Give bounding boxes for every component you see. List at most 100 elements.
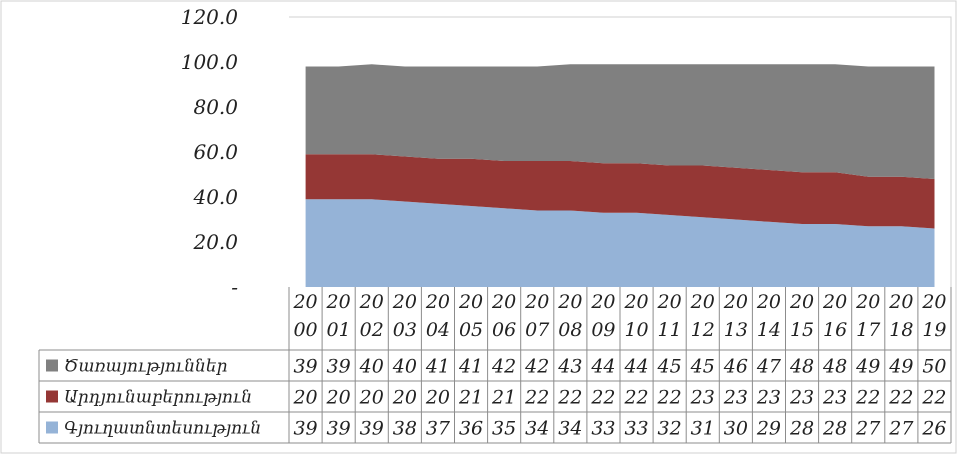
category-label-bottom: 01 xyxy=(327,319,351,341)
category-label-bottom: 07 xyxy=(525,319,550,341)
category-label-top: 20 xyxy=(557,291,582,313)
y-tick-label: 80.0 xyxy=(193,95,238,119)
data-value: 32 xyxy=(658,418,682,440)
category-label-bottom: 12 xyxy=(691,319,715,341)
category-label-bottom: 19 xyxy=(922,319,946,341)
data-value: 23 xyxy=(822,387,847,409)
data-value: 22 xyxy=(921,387,946,409)
data-value: 45 xyxy=(690,356,715,378)
category-label-bottom: 16 xyxy=(823,319,847,341)
data-value: 22 xyxy=(657,387,682,409)
category-label-bottom: 11 xyxy=(658,319,682,341)
data-value: 45 xyxy=(657,356,682,378)
data-value: 28 xyxy=(789,418,814,440)
category-label-bottom: 04 xyxy=(426,319,450,341)
category-label-top: 20 xyxy=(623,291,648,313)
plot-border xyxy=(289,16,952,287)
legend-swatch xyxy=(46,421,58,434)
data-value: 27 xyxy=(855,418,881,440)
data-value: 48 xyxy=(822,356,847,378)
y-tick-label: 100.0 xyxy=(181,50,239,74)
area-series-group xyxy=(305,64,935,287)
data-value: 23 xyxy=(690,387,715,409)
category-label-top: 20 xyxy=(756,291,781,313)
data-value: 22 xyxy=(623,387,648,409)
category-label-top: 20 xyxy=(789,291,814,313)
category-label-top: 20 xyxy=(524,291,549,313)
data-value: 49 xyxy=(855,356,880,378)
data-value: 44 xyxy=(623,356,648,378)
plot-area xyxy=(289,16,952,287)
data-value: 33 xyxy=(591,418,615,440)
category-label-top: 20 xyxy=(392,291,417,313)
y-tick-label: 20.0 xyxy=(192,230,238,254)
category-label-top: 20 xyxy=(491,291,516,313)
data-value: 48 xyxy=(789,356,814,378)
category-label-top: 20 xyxy=(921,291,946,313)
y-axis: - 20.0 40.0 60.0 80.0 100.0 120.0 xyxy=(181,5,239,299)
data-value: 40 xyxy=(392,356,417,378)
category-label-bottom: 05 xyxy=(459,319,483,341)
category-label-bottom: 08 xyxy=(558,319,582,341)
data-value: 36 xyxy=(459,418,483,440)
y-tick-label: 60.0 xyxy=(193,140,238,164)
data-value: 20 xyxy=(326,387,351,409)
category-label-bottom: 00 xyxy=(293,319,317,341)
category-label-bottom: 18 xyxy=(889,319,913,341)
data-value: 44 xyxy=(590,356,615,378)
data-value: 34 xyxy=(525,418,549,440)
category-label-bottom: 17 xyxy=(856,319,881,341)
data-value: 39 xyxy=(293,418,317,440)
data-value: 41 xyxy=(425,356,450,378)
data-value: 23 xyxy=(756,387,781,409)
category-label-top: 20 xyxy=(359,291,384,313)
category-label-top: 20 xyxy=(326,291,351,313)
category-label-top: 20 xyxy=(657,291,682,313)
legend-label: Գյուղատնտեսություն xyxy=(64,419,261,439)
data-value: 22 xyxy=(888,387,913,409)
data-value: 39 xyxy=(360,418,384,440)
data-value: 22 xyxy=(524,387,549,409)
category-label-top: 20 xyxy=(458,291,483,313)
data-value: 29 xyxy=(756,418,781,440)
data-value: 37 xyxy=(426,418,451,440)
area-series-2 xyxy=(305,154,935,229)
category-label-bottom: 14 xyxy=(757,319,781,341)
y-tick-label: 40.0 xyxy=(192,185,238,209)
category-label-bottom: 09 xyxy=(591,319,615,341)
data-value: 23 xyxy=(789,387,814,409)
category-label-bottom: 06 xyxy=(492,319,516,341)
data-value: 28 xyxy=(822,418,847,440)
category-label-bottom: 10 xyxy=(624,319,648,341)
area-series-3 xyxy=(305,64,935,179)
category-label-top: 20 xyxy=(822,291,847,313)
data-value: 34 xyxy=(558,418,582,440)
category-label-bottom: 15 xyxy=(790,319,814,341)
data-value: 20 xyxy=(425,387,450,409)
data-value: 47 xyxy=(756,356,782,378)
category-label-top: 20 xyxy=(425,291,450,313)
y-tick-label: 120.0 xyxy=(181,5,239,29)
data-value: 39 xyxy=(293,356,317,378)
data-value: 50 xyxy=(922,356,946,378)
data-value: 21 xyxy=(458,387,483,409)
category-label-bottom: 02 xyxy=(360,319,384,341)
data-value: 42 xyxy=(524,356,549,378)
data-value: 39 xyxy=(327,418,351,440)
category-label-top: 20 xyxy=(855,291,880,313)
data-value: 43 xyxy=(557,356,582,378)
data-value: 20 xyxy=(392,387,417,409)
data-value: 30 xyxy=(724,418,748,440)
data-value: 38 xyxy=(393,418,417,440)
area-series-1 xyxy=(305,199,935,287)
legend-swatch xyxy=(46,390,58,403)
category-label-top: 20 xyxy=(723,291,748,313)
legend-label: Ծառայություններ xyxy=(64,357,228,377)
data-value: 40 xyxy=(359,356,384,378)
data-value: 20 xyxy=(359,387,384,409)
data-value: 21 xyxy=(491,387,516,409)
data-value: 39 xyxy=(327,356,351,378)
category-label-bottom: 03 xyxy=(393,319,417,341)
legend-swatch xyxy=(46,359,58,372)
